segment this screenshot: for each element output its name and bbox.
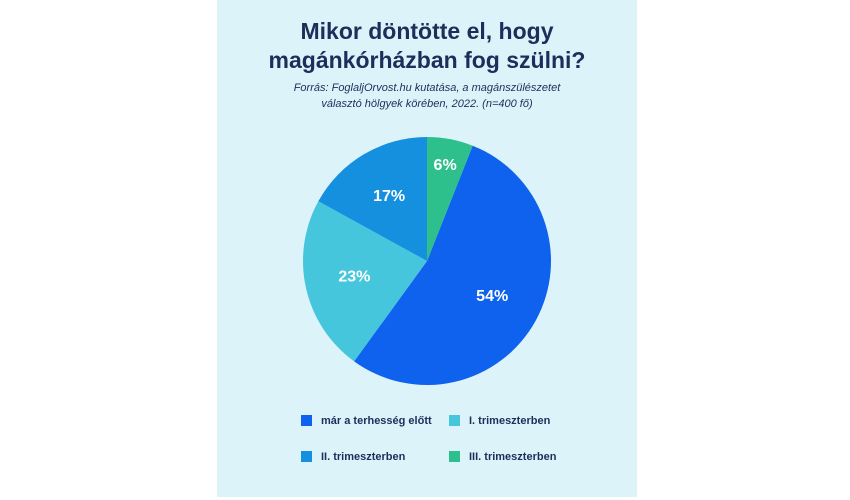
pie-slice	[318, 137, 427, 261]
legend-swatch	[301, 415, 312, 426]
legend-swatch	[449, 415, 460, 426]
legend-swatch	[301, 451, 312, 462]
pie-slice	[427, 137, 473, 261]
value-label: 54%	[476, 288, 508, 305]
legend-label: I. trimeszterben	[469, 415, 551, 427]
pie-slice	[303, 201, 427, 362]
subtitle: Forrás: FoglaljOrvost.hu kutatása, a mag…	[294, 82, 562, 94]
pie-slice	[354, 145, 551, 385]
value-label: 17%	[373, 188, 405, 205]
legend-label: már a terhesség előtt	[321, 415, 432, 427]
value-label: 23%	[338, 268, 370, 285]
subtitle: választó hölgyek körében, 2022. (n=400 f…	[321, 98, 533, 110]
chart-title: Mikor döntötte el, hogy	[301, 18, 554, 44]
legend-label: II. trimeszterben	[321, 451, 406, 463]
chart-title: magánkórházban fog szülni?	[269, 47, 586, 73]
legend-label: III. trimeszterben	[469, 451, 557, 463]
legend-swatch	[449, 451, 460, 462]
value-label: 6%	[434, 157, 457, 174]
